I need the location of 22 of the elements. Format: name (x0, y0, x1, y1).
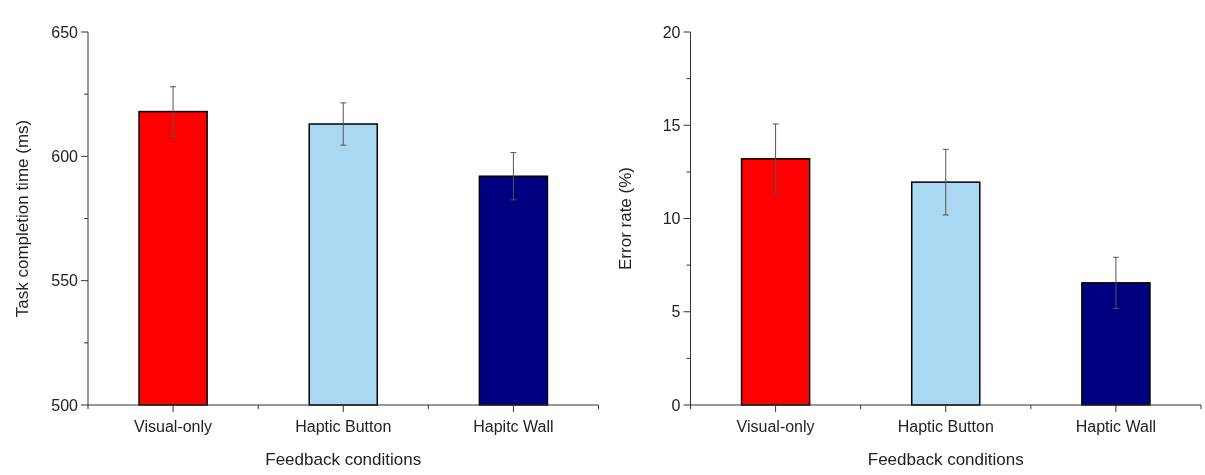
x-tick-label: Visual-only (736, 418, 815, 435)
y-axis-title: Error rate (%) (615, 167, 635, 270)
y-tick-label: 600 (51, 147, 79, 165)
y-tick-label: 500 (51, 396, 79, 414)
y-tick-label: 650 (51, 23, 79, 41)
x-axis-title: Feedback conditions (265, 450, 422, 469)
bar (1081, 282, 1151, 406)
x-axis-title: Feedback conditions (867, 450, 1024, 469)
x-tick-label: Hapitc Wall (473, 418, 554, 435)
x-tick-label: Haptic Wall (1075, 418, 1157, 435)
y-axis-title: Task completion time (ms) (13, 119, 32, 318)
y-tick-label: 550 (51, 272, 79, 290)
x-tick-label: Haptic Button (295, 418, 392, 435)
y-tick-label: 20 (662, 23, 681, 41)
y-tick-label: 15 (662, 116, 681, 134)
bar (910, 181, 981, 406)
y-tick-label: 5 (671, 303, 681, 321)
x-tick-label: Visual-only (134, 418, 213, 435)
y-tick-label: 10 (662, 210, 681, 228)
x-tick-label: Haptic Button (897, 418, 994, 435)
bar (740, 158, 811, 406)
y-tick-label: 0 (671, 396, 681, 414)
